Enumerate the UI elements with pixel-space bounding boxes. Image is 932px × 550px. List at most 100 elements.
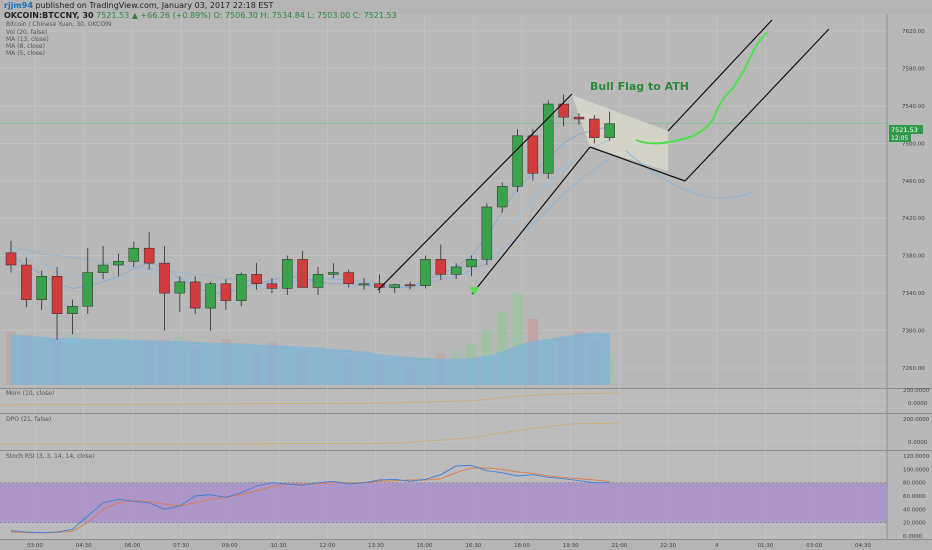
time-tick-label: 16:30 <box>465 543 481 549</box>
price-tick-label: 7420.00 <box>902 216 925 222</box>
price-tick-label: 7300.00 <box>902 329 925 335</box>
arrow-marker <box>470 287 479 296</box>
price-tick-label: 7580.00 <box>902 66 925 72</box>
ma5-line <box>10 125 610 294</box>
drawings <box>377 19 830 296</box>
price-tick-label: 7340.00 <box>902 291 925 297</box>
time-tick-label: 21:00 <box>611 543 627 549</box>
candle-body <box>251 274 262 284</box>
time-tick-label: 13:30 <box>368 543 384 549</box>
symbol[interactable]: OKCOIN:BTCCNY, 30 <box>4 11 94 20</box>
time-tick-label: 19:30 <box>563 543 579 549</box>
price-tick-label: 7380.00 <box>902 254 925 260</box>
time-tick-label: 04:30 <box>855 543 871 549</box>
stoch-tick-label: 40.0000 <box>903 507 926 513</box>
publish-info: published on TradingView.com, January 03… <box>35 1 274 10</box>
volume-bar <box>512 293 523 385</box>
time-tick-label: 03:00 <box>806 543 822 549</box>
candle-body <box>527 135 539 174</box>
stoch-label[interactable]: Stoch RSI (3, 3, 14, 14, close) <box>6 453 95 460</box>
stoch-tick-label: 80.0000 <box>903 481 926 487</box>
mom-label[interactable]: Mom (10, close) <box>6 390 55 397</box>
candle-body <box>220 283 232 301</box>
candle-body <box>374 283 385 288</box>
channel-lower-line <box>684 28 830 182</box>
axis-labels: 7620.00 7580.00 7540.00 7500.00 7460.00 7420.… <box>27 29 930 549</box>
dpo-tick-label: 0.0000 <box>908 440 928 446</box>
dpo-line <box>0 422 621 445</box>
candle-body <box>21 264 32 300</box>
candle-body <box>97 264 109 273</box>
price-tick-label: 7620.00 <box>902 29 925 35</box>
countdown-badge <box>889 134 911 142</box>
publish-line: rjjm94 published on TradingView.com, Jan… <box>4 1 273 10</box>
volume-bar <box>497 311 508 385</box>
legend-item[interactable]: MA (5, close) <box>6 50 45 57</box>
countdown-value: 12:05 <box>891 135 908 142</box>
ma-extension <box>625 150 753 199</box>
price-axis <box>887 14 932 539</box>
candle-body <box>604 123 615 138</box>
stoch-tick-label: 20.0000 <box>903 521 926 527</box>
candle-body <box>36 276 47 300</box>
candle-body <box>435 259 447 275</box>
candle-body <box>51 276 63 314</box>
projection-path <box>635 31 769 145</box>
last-price-value: 7521.53 <box>891 126 918 134</box>
time-tick-label: 09:00 <box>222 543 238 549</box>
candle-body <box>328 272 339 275</box>
last-price-badge <box>889 125 923 134</box>
flag-area <box>572 95 668 171</box>
time-tick-label: 06:00 <box>124 543 140 549</box>
candle-body <box>159 262 170 294</box>
candle-body <box>589 118 600 138</box>
candle-body <box>82 272 93 307</box>
time-tick-label: 4 <box>715 543 719 549</box>
stoch-tick-label: 0.0000 <box>903 534 923 540</box>
stoch-band <box>0 482 887 523</box>
username[interactable]: rjjm94 <box>4 1 33 10</box>
dpo-label[interactable]: DPO (21, false) <box>6 416 52 423</box>
candle-body <box>174 281 186 294</box>
time-tick-label: 12:00 <box>319 543 335 549</box>
volume-bars <box>6 293 615 385</box>
quote-line: OKCOIN:BTCCNY, 30 7521.53 ▲ +66.26 (+0.8… <box>4 11 397 20</box>
time-tick-label: 03:00 <box>27 543 43 549</box>
dpo-pane <box>0 414 887 450</box>
candle-body <box>67 305 78 314</box>
upper-trendline <box>377 93 573 291</box>
candle-body <box>496 186 508 208</box>
candle-body <box>573 116 585 120</box>
legend-item[interactable]: Vol (20, false) <box>6 29 48 36</box>
stoch-tick-label: 100.0000 <box>903 467 930 473</box>
bull-flag <box>572 95 668 171</box>
candle-body <box>358 283 370 286</box>
main-pane <box>0 14 887 388</box>
time-tick-label: 18:00 <box>514 543 530 549</box>
time-tick-label: 10:30 <box>271 543 287 549</box>
candle-body <box>189 281 201 309</box>
candle-body <box>404 284 416 287</box>
candle-body <box>481 206 493 260</box>
legend-pair: Bitcoin / Chinese Yuan, 30, OKCOIN <box>6 21 112 28</box>
candle-body <box>236 274 247 301</box>
flag-bottom-line <box>589 146 686 182</box>
mom-pane <box>0 389 887 413</box>
candle-body <box>450 266 462 275</box>
candles <box>5 94 615 340</box>
candle-body <box>312 274 324 288</box>
time-tick-label: 22:30 <box>660 543 676 549</box>
annotation-text: Bull Flag to ATH <box>590 80 689 93</box>
candle-body <box>343 272 354 284</box>
legend-item[interactable]: MA (8, close) <box>6 43 45 50</box>
legend-item[interactable]: MA (13, close) <box>6 36 49 43</box>
indicator-lines <box>0 392 887 534</box>
price-tick-label: 7540.00 <box>902 104 925 110</box>
price-tick-label: 7460.00 <box>902 179 925 185</box>
stoch-tick-label: 120.0000 <box>903 454 930 460</box>
candle-body <box>282 259 293 289</box>
candle-body <box>543 103 554 174</box>
candle-body <box>558 103 569 118</box>
lower-trendline <box>471 146 591 295</box>
